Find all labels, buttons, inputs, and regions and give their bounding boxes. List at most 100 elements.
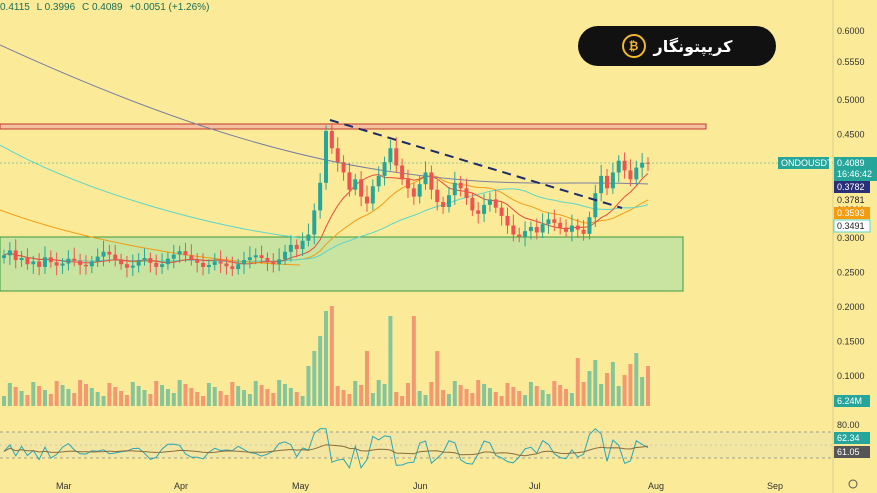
candle-body (446, 195, 451, 207)
month-label: Aug (648, 481, 664, 491)
low-value: L 0.3996 (36, 2, 76, 13)
volume-bar (247, 394, 252, 406)
candle-body (171, 254, 176, 259)
volume-bar (48, 394, 53, 406)
candle-body (605, 175, 610, 189)
volume-bar (148, 394, 153, 406)
volume-bar (154, 381, 159, 406)
volume-bar (587, 371, 592, 406)
rsi-tag-value: 62.34 (837, 433, 860, 443)
candle-body (312, 210, 317, 235)
candle-body (569, 225, 574, 232)
volume-bar (581, 382, 586, 406)
candle-body (119, 259, 124, 265)
volume-bar (446, 394, 451, 406)
volume-bar (78, 380, 83, 406)
candle-body (347, 172, 352, 190)
candle-body (31, 261, 36, 265)
candle-body (417, 184, 422, 197)
ma1-tag-value: 0.3782 (837, 182, 865, 192)
candle-body (113, 254, 118, 260)
volume-bar (271, 393, 276, 406)
volume-bar (564, 389, 569, 406)
volume-bar (265, 389, 270, 406)
candle-body (242, 260, 247, 265)
volume-bar (476, 380, 481, 406)
volume-bar (523, 395, 528, 406)
price-tick-label: 0.3000 (837, 233, 865, 243)
volume-bar (312, 351, 317, 406)
volume-bar (353, 381, 358, 406)
volume-bar (540, 390, 545, 406)
candle-body (283, 251, 288, 260)
volume-bar (72, 393, 77, 406)
coin-icon: ₿ (621, 34, 646, 58)
price-tick-label: 0.5550 (837, 57, 865, 67)
candle-body (183, 251, 188, 256)
volume-bar (487, 388, 492, 406)
volume-bar (224, 395, 229, 406)
candle-body (528, 226, 533, 232)
candle-body (195, 260, 200, 263)
candle-body (581, 229, 586, 234)
volume-bar (394, 392, 399, 406)
candle-body (564, 227, 569, 232)
candle-body (101, 251, 106, 257)
volume-bar (435, 351, 440, 406)
settings-icon[interactable] (848, 479, 858, 489)
volume-bar (195, 392, 200, 406)
volume-bar (499, 396, 504, 406)
candle-body (2, 255, 6, 259)
candle-body (324, 131, 328, 183)
candle-body (230, 266, 235, 270)
volume-tag (834, 395, 870, 407)
volume-bar (119, 391, 124, 406)
symbol-tag (778, 157, 829, 169)
candle-body (271, 261, 276, 265)
volume-bar (417, 391, 422, 406)
volume-bar (253, 381, 258, 406)
ma4-tag-value: 0.3491 (837, 221, 865, 231)
candle-body (224, 263, 229, 267)
volume-bar (306, 366, 311, 406)
candle-body (89, 261, 94, 267)
volume-bar (177, 380, 182, 406)
candle-body (189, 255, 194, 261)
volume-bar (470, 393, 475, 406)
volume-bar (2, 396, 6, 406)
volume-bar (517, 391, 522, 406)
volume-bar (294, 392, 299, 406)
volume-bar (335, 386, 340, 406)
volume-bar (288, 388, 293, 406)
month-label: Jun (413, 481, 428, 491)
candle-body (435, 189, 440, 203)
rsi-layer (3, 428, 649, 469)
volume-bar (640, 377, 645, 406)
volume-bar (622, 375, 627, 406)
candle-body (13, 250, 18, 261)
ma-orange-early-line (0, 209, 301, 266)
volume-bar (382, 384, 387, 406)
volume-bar (165, 389, 170, 406)
candle-body (124, 264, 129, 268)
volume-bar (189, 388, 194, 406)
volume-bar (142, 390, 147, 406)
volume-bar (605, 373, 610, 406)
volume-bar (54, 381, 59, 406)
volume-layer (2, 306, 650, 406)
rsi-level-label: 80.00 (837, 420, 860, 430)
volume-bar (534, 386, 539, 406)
volume-bar (31, 382, 36, 406)
candle-body (72, 258, 77, 261)
volume-bar (236, 386, 241, 406)
volume-bar (634, 353, 639, 406)
volume-bar (136, 386, 141, 406)
volume-bar (423, 395, 428, 406)
candle-body (54, 262, 59, 266)
volume-bar (212, 387, 217, 406)
volume-bar (25, 395, 30, 406)
candle-body (482, 204, 487, 214)
volume-bar (201, 396, 206, 406)
rsi-ma-line (3, 444, 649, 457)
candle-body (107, 251, 112, 255)
